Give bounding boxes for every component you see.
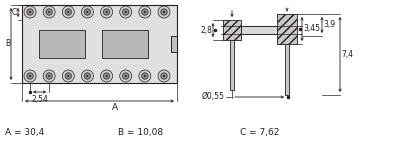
Circle shape (125, 75, 127, 77)
Circle shape (84, 73, 91, 79)
Circle shape (120, 70, 132, 82)
Text: 7,4: 7,4 (341, 50, 353, 59)
Circle shape (103, 9, 110, 15)
Circle shape (48, 11, 50, 13)
Circle shape (86, 11, 88, 13)
Circle shape (122, 9, 129, 15)
Bar (223, 20, 241, 40)
Circle shape (62, 70, 74, 82)
Circle shape (65, 73, 72, 79)
Circle shape (29, 75, 31, 77)
Circle shape (161, 9, 167, 15)
Bar (285, 44, 289, 95)
Circle shape (139, 6, 151, 18)
Text: 2,54: 2,54 (31, 95, 48, 104)
Text: A = 30,4: A = 30,4 (5, 128, 44, 136)
Circle shape (163, 11, 165, 13)
Circle shape (125, 11, 127, 13)
Circle shape (103, 73, 110, 79)
Circle shape (65, 9, 72, 15)
Circle shape (144, 75, 146, 77)
Bar (277, 14, 297, 44)
Circle shape (29, 11, 31, 13)
Bar (22, 5, 177, 83)
Circle shape (161, 73, 167, 79)
Bar (102, 30, 148, 58)
Circle shape (163, 75, 165, 77)
Bar (171, 36, 177, 52)
Circle shape (142, 73, 148, 79)
Text: C = 7,62: C = 7,62 (240, 128, 279, 136)
Circle shape (82, 70, 94, 82)
Circle shape (67, 11, 69, 13)
Text: 2,8: 2,8 (200, 26, 212, 35)
Circle shape (67, 75, 69, 77)
Circle shape (24, 6, 36, 18)
Bar (230, 40, 234, 90)
Bar (39, 30, 85, 58)
Text: 3,45: 3,45 (303, 25, 320, 34)
Circle shape (84, 9, 91, 15)
Circle shape (48, 75, 50, 77)
Circle shape (158, 6, 170, 18)
Circle shape (82, 6, 94, 18)
Circle shape (46, 9, 52, 15)
Text: B = 10,08: B = 10,08 (118, 128, 163, 136)
Circle shape (43, 6, 55, 18)
Text: C: C (12, 8, 17, 17)
Circle shape (106, 75, 108, 77)
Circle shape (100, 70, 112, 82)
Text: Ø0,55: Ø0,55 (202, 92, 225, 102)
Circle shape (158, 70, 170, 82)
Bar (241, 26, 277, 34)
Circle shape (100, 6, 112, 18)
Circle shape (142, 9, 148, 15)
Circle shape (46, 73, 52, 79)
Circle shape (24, 70, 36, 82)
Circle shape (43, 70, 55, 82)
Circle shape (139, 70, 151, 82)
Circle shape (106, 11, 108, 13)
Circle shape (144, 11, 146, 13)
Circle shape (86, 75, 88, 77)
Circle shape (120, 6, 132, 18)
Text: 3,9: 3,9 (323, 20, 335, 30)
Circle shape (62, 6, 74, 18)
Text: B: B (5, 39, 10, 49)
Text: A: A (112, 103, 118, 112)
Circle shape (27, 73, 33, 79)
Circle shape (122, 73, 129, 79)
Circle shape (27, 9, 33, 15)
